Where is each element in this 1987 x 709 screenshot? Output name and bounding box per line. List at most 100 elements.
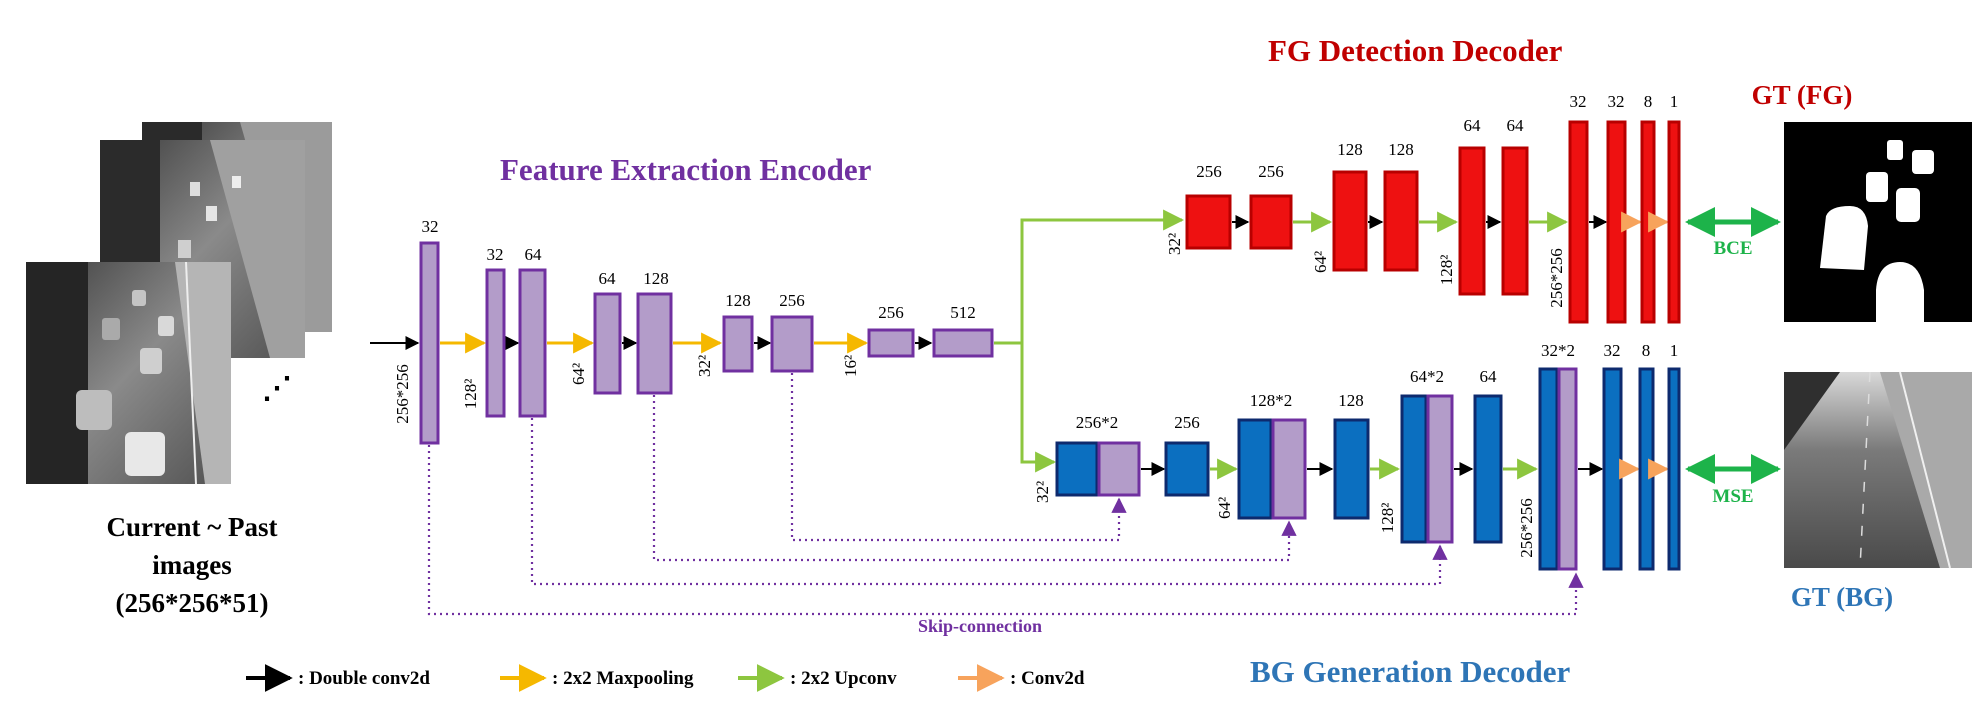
svg-text:128*2: 128*2 (1250, 391, 1293, 410)
svg-text:16²: 16² (841, 355, 860, 377)
svg-text:32: 32 (1570, 92, 1587, 111)
legend-item-double-conv: : Double conv2d (246, 664, 430, 692)
svg-text:64²: 64² (569, 363, 588, 385)
svg-text:32: 32 (422, 217, 439, 236)
svg-text:1: 1 (1670, 92, 1679, 111)
svg-text:32²: 32² (1165, 233, 1184, 255)
gt-fg-output: GT (FG) (1752, 80, 1972, 322)
svg-text:64: 64 (599, 269, 617, 288)
svg-text:64: 64 (1464, 116, 1482, 135)
fg-block-1 (1185, 194, 1232, 250)
bg-block-8 (1602, 367, 1623, 571)
bg-block-9 (1638, 367, 1655, 571)
bg-block-4 (1333, 418, 1370, 520)
encoder-title: Feature Extraction Encoder (500, 152, 872, 187)
input-caption: Current ~ Past images (256*256*51) (106, 512, 277, 618)
svg-text:8: 8 (1644, 92, 1653, 111)
gt-bg-output: GT (BG) (1784, 371, 1972, 612)
fg-block-3 (1332, 170, 1368, 272)
legend-item-maxpool: : 2x2 Maxpooling (500, 664, 694, 692)
svg-text:64²: 64² (1215, 497, 1234, 519)
svg-text:256: 256 (779, 291, 805, 310)
svg-text:256*2: 256*2 (1076, 413, 1119, 432)
svg-text:: 2x2 Upconv: : 2x2 Upconv (790, 668, 897, 689)
svg-text:64: 64 (525, 245, 543, 264)
svg-text:: 2x2 Maxpooling: : 2x2 Maxpooling (552, 668, 694, 689)
gt-bg-label: GT (BG) (1791, 582, 1893, 612)
fg-block-10 (1667, 120, 1681, 324)
enc-block-8 (867, 328, 915, 358)
bg-block-2 (1164, 441, 1210, 497)
fg-block-4 (1383, 170, 1419, 272)
fg-block-2 (1249, 194, 1293, 250)
svg-text:256: 256 (1258, 162, 1284, 181)
fg-decoder: 256 256 128 128 64 64 32 32 8 1 32² 64² … (1165, 92, 1681, 324)
more-frames-ellipsis: ⋰ (262, 372, 292, 405)
svg-text:32²: 32² (695, 355, 714, 377)
svg-text:64²: 64² (1311, 251, 1330, 273)
bg-block-5b (1426, 394, 1454, 544)
svg-text:128: 128 (1338, 391, 1364, 410)
enc-block-6 (722, 315, 754, 373)
bg-block-6 (1473, 394, 1503, 544)
bg-block-3b (1271, 418, 1307, 520)
skip-2 (530, 418, 1448, 586)
svg-text:128: 128 (725, 291, 751, 310)
svg-text:128: 128 (1337, 140, 1363, 159)
svg-text:64: 64 (1507, 116, 1525, 135)
svg-text:32: 32 (487, 245, 504, 264)
svg-text:32: 32 (1604, 341, 1621, 360)
svg-text:256*256: 256*256 (393, 364, 412, 424)
mse-label: MSE (1712, 486, 1753, 507)
skip-1 (427, 445, 1584, 616)
fg-block-7 (1568, 120, 1589, 324)
loss-arrows: BCE MSE (1685, 207, 1781, 507)
svg-text:256: 256 (1196, 162, 1222, 181)
encoder: 32 32 64 64 128 128 256 256 512 256*256 … (370, 217, 994, 445)
legend-item-conv2d: : Conv2d (958, 664, 1085, 692)
svg-text:32*2: 32*2 (1541, 341, 1575, 360)
bg-decoder: 256*2 256 128*2 128 64*2 64 32*2 32 8 1 … (1033, 341, 1681, 571)
bg-block-7a (1538, 367, 1559, 571)
svg-text:64: 64 (1480, 367, 1498, 386)
svg-text:1: 1 (1670, 341, 1679, 360)
bg-block-5a (1400, 394, 1428, 544)
bg-block-10 (1667, 367, 1681, 571)
bg-block-1a (1055, 441, 1099, 497)
svg-text:32²: 32² (1033, 481, 1052, 503)
svg-text:256: 256 (878, 303, 904, 322)
svg-text:: Double conv2d: : Double conv2d (298, 668, 430, 689)
enc-block-3 (518, 268, 547, 418)
svg-text:128: 128 (643, 269, 669, 288)
enc-block-9 (932, 328, 994, 358)
input-image-stack: ⋰ (26, 122, 332, 485)
skip-connection-label: Skip-connection (918, 616, 1042, 636)
svg-text:128²: 128² (1437, 255, 1456, 286)
skip-connections (427, 373, 1584, 616)
svg-text:: Conv2d: : Conv2d (1010, 668, 1085, 689)
bg-decoder-title: BG Generation Decoder (1250, 654, 1571, 689)
svg-text:(256*256*51): (256*256*51) (116, 588, 269, 618)
legend: : Double conv2d : 2x2 Maxpooling : 2x2 U… (246, 664, 1085, 692)
svg-text:128: 128 (1388, 140, 1414, 159)
svg-text:64*2: 64*2 (1410, 367, 1444, 386)
svg-text:256*256: 256*256 (1547, 248, 1566, 308)
enc-block-5 (636, 292, 673, 395)
enc-block-4 (593, 292, 622, 395)
bg-block-3a (1237, 418, 1273, 520)
svg-text:128²: 128² (1378, 503, 1397, 534)
fg-block-5 (1458, 146, 1486, 296)
bce-label: BCE (1713, 238, 1752, 259)
skip-4 (790, 373, 1127, 542)
enc-block-2 (485, 268, 506, 418)
bg-block-1b (1097, 441, 1141, 497)
svg-text:256*256: 256*256 (1517, 498, 1536, 558)
bottleneck-branches (994, 209, 1185, 473)
svg-text:Current ~ Past: Current ~ Past (106, 512, 277, 542)
fg-block-6 (1501, 146, 1529, 296)
fg-block-9 (1640, 120, 1656, 324)
enc-block-7 (770, 315, 814, 373)
fg-decoder-title: FG Detection Decoder (1268, 33, 1563, 68)
svg-text:512: 512 (950, 303, 976, 322)
fg-block-8 (1606, 120, 1627, 324)
